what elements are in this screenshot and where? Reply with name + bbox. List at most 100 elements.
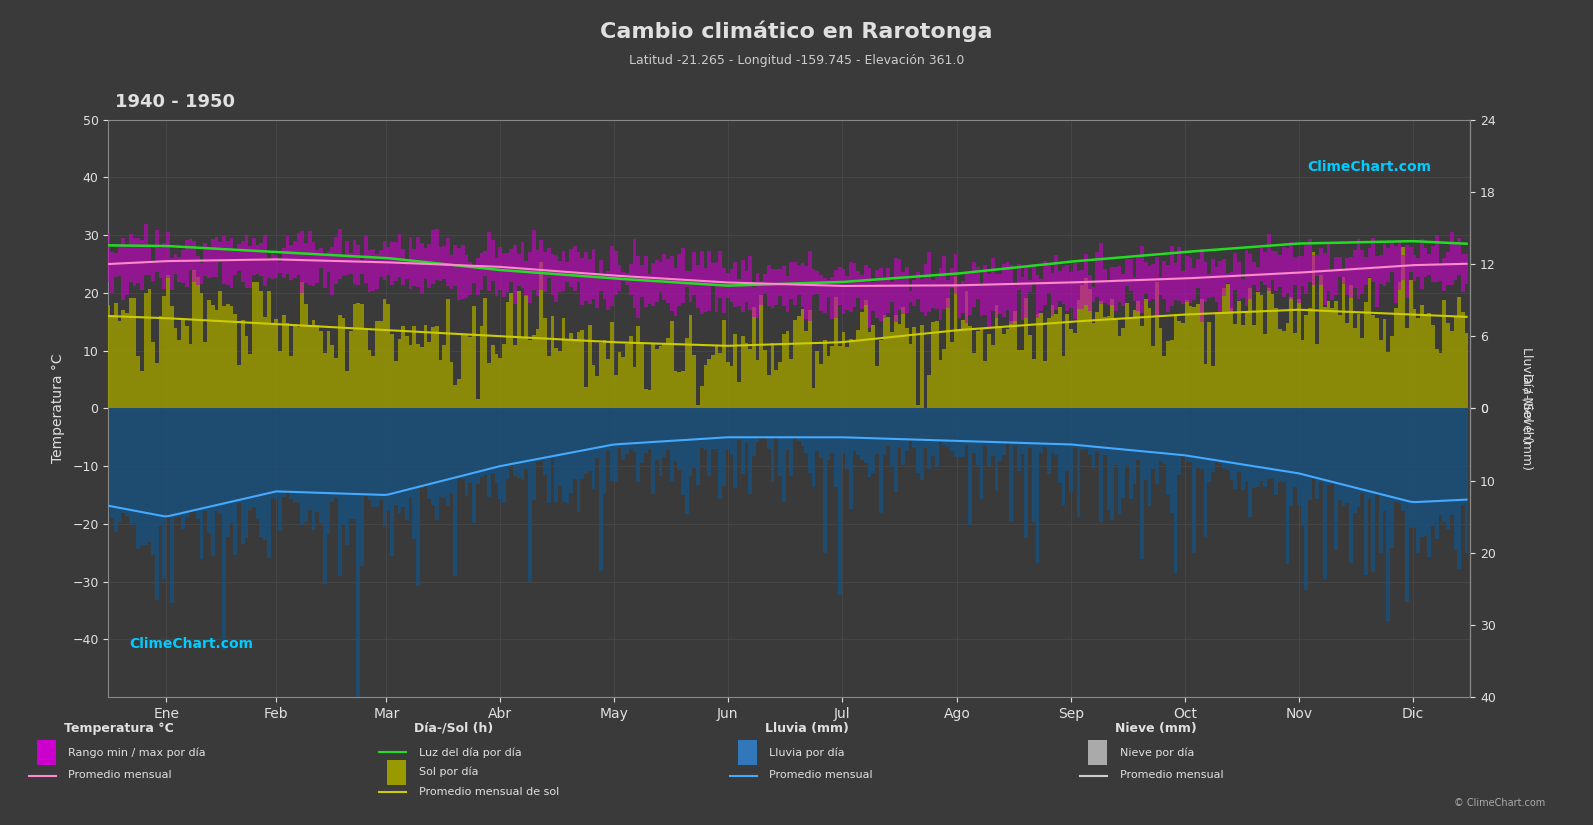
Bar [319,248,323,267]
Bar [499,408,502,499]
Bar [1147,308,1152,408]
Bar [771,342,774,408]
Bar [226,241,229,285]
Bar [566,408,569,503]
Bar [913,327,916,408]
Bar [591,248,596,299]
Bar [449,361,454,408]
Bar [1174,314,1177,408]
Bar [1364,257,1368,285]
Bar [315,325,319,408]
Bar [491,345,494,408]
Bar [682,370,685,408]
Bar [1121,328,1125,408]
Bar [401,408,405,507]
Bar [252,238,256,275]
Bar [546,356,551,408]
Bar [972,408,977,454]
Bar [518,408,521,478]
Bar [529,408,532,582]
Bar [1349,257,1352,298]
Bar [188,344,193,408]
Bar [207,248,210,278]
Bar [421,408,424,488]
Bar [177,408,182,517]
Bar [143,224,148,275]
Bar [1461,408,1464,505]
Bar [726,273,730,298]
Bar [1180,271,1185,304]
Bar [868,332,871,408]
Bar [755,408,760,442]
Bar [596,273,599,308]
Bar [304,408,307,521]
Bar [1341,408,1346,506]
Bar [393,361,398,408]
Bar [487,233,491,290]
Bar [487,363,491,408]
Bar [760,408,763,437]
Bar [1322,252,1327,304]
Bar [722,320,726,408]
Bar [432,327,435,408]
Text: ClimeChart.com: ClimeChart.com [129,637,253,651]
Bar [1319,408,1322,482]
Bar [819,364,824,408]
Bar [682,248,685,303]
Bar [663,345,666,408]
Bar [1300,257,1305,285]
Bar [218,242,221,262]
Bar [599,343,602,408]
Bar [1219,262,1222,314]
Bar [785,408,790,450]
Bar [443,246,446,279]
Bar [919,325,924,408]
Bar [387,408,390,511]
Bar [1077,408,1080,517]
Bar [824,408,827,554]
Bar [1114,320,1118,408]
Bar [972,353,977,408]
Bar [774,269,777,305]
Bar [1260,295,1263,408]
Bar [1192,307,1196,408]
Bar [196,277,199,408]
Bar [188,239,193,271]
Bar [502,253,505,297]
Bar [573,408,577,479]
Bar [468,408,472,483]
Bar [957,284,961,318]
Bar [793,320,796,408]
Bar [618,408,621,448]
Bar [897,324,902,408]
Bar [1185,299,1188,408]
Bar [636,256,640,318]
Bar [1147,408,1152,506]
Bar [857,408,860,455]
Bar [468,262,472,295]
Bar [393,243,398,280]
Bar [421,243,424,294]
Bar [371,249,374,291]
Bar [435,326,438,408]
Bar [1016,408,1021,471]
Bar [1278,329,1282,408]
Bar [860,276,863,309]
Bar [118,321,121,408]
Bar [438,408,443,497]
Bar [518,291,521,408]
Bar [1074,333,1077,408]
Bar [749,256,752,310]
Bar [249,246,252,288]
Bar [879,267,883,321]
Bar [379,251,382,277]
Bar [151,342,155,408]
Bar [1144,299,1147,408]
Bar [1419,408,1424,537]
Bar [580,330,585,408]
Bar [357,245,360,285]
Bar [1349,285,1352,408]
Bar [1458,408,1461,568]
Bar [977,332,980,408]
Bar [715,345,718,408]
